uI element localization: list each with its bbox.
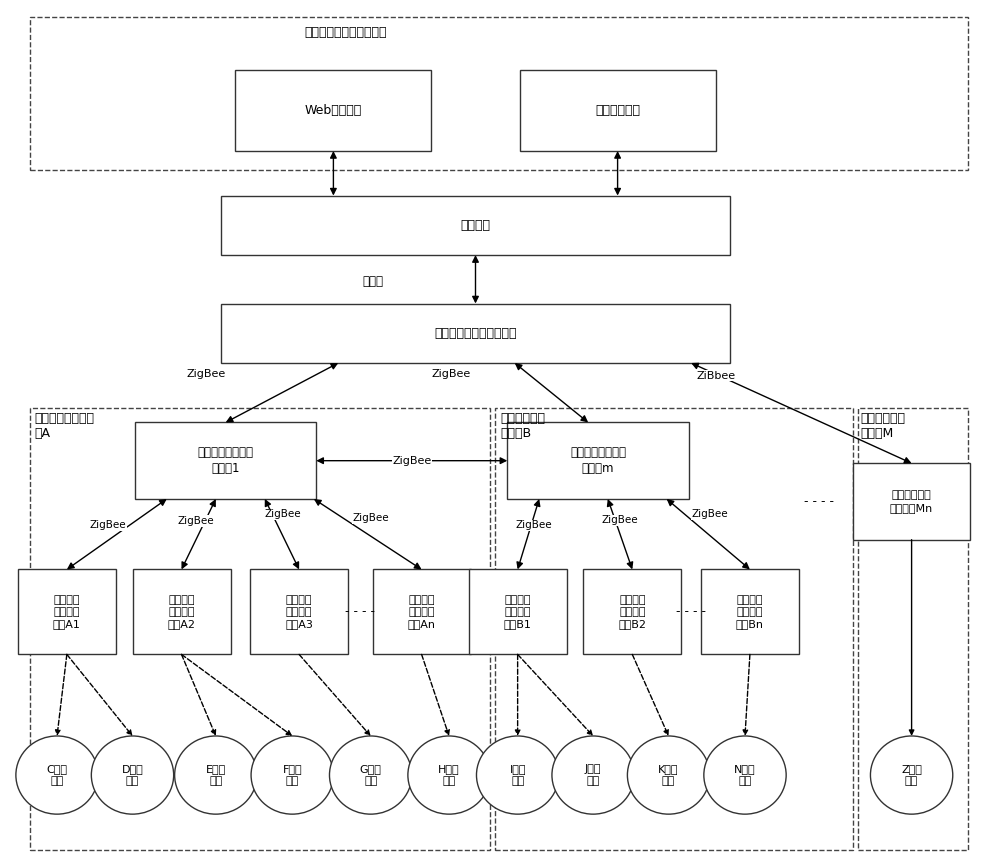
Text: 无线传感网络
设备组B: 无线传感网络 设备组B (500, 412, 545, 440)
Bar (853, 463, 970, 539)
Text: N类传
感器: N类传 感器 (734, 765, 756, 786)
Bar (583, 570, 681, 655)
Bar (135, 422, 316, 499)
Ellipse shape (329, 736, 412, 814)
Ellipse shape (16, 736, 98, 814)
Bar (221, 196, 730, 255)
Ellipse shape (408, 736, 490, 814)
Text: F类传
感器: F类传 感器 (282, 765, 302, 786)
Text: ZigBee: ZigBee (352, 513, 389, 524)
Ellipse shape (552, 736, 634, 814)
Text: 终端模式
智能转换
设备A3: 终端模式 智能转换 设备A3 (285, 595, 313, 629)
Bar (30, 17, 968, 170)
Bar (507, 422, 689, 499)
Text: ZigBee: ZigBee (431, 369, 471, 379)
Text: ZigBee: ZigBee (392, 456, 431, 466)
Text: 手机管理终端: 手机管理终端 (595, 104, 640, 117)
Bar (469, 570, 567, 655)
Ellipse shape (627, 736, 710, 814)
Text: ZigBee: ZigBee (691, 509, 728, 519)
Text: G类传
感器: G类传 感器 (360, 765, 382, 786)
Bar (520, 70, 716, 151)
Text: 终端模式
智能转换
设备A1: 终端模式 智能转换 设备A1 (53, 595, 81, 629)
Text: - - - -: - - - - (676, 605, 706, 618)
Bar (858, 408, 968, 850)
Ellipse shape (91, 736, 174, 814)
Text: - - - -: - - - - (345, 605, 375, 618)
Text: K类传
感器: K类传 感器 (658, 765, 679, 786)
Bar (132, 570, 230, 655)
Text: J类传
感器: J类传 感器 (585, 765, 601, 786)
Bar (18, 570, 116, 655)
Text: I类传
感器: I类传 感器 (509, 765, 526, 786)
Ellipse shape (704, 736, 786, 814)
Text: ZigBee: ZigBee (90, 520, 126, 531)
Text: Web管理终端: Web管理终端 (305, 104, 362, 117)
Text: ZigBee: ZigBee (601, 515, 638, 525)
Text: 终端模式
智能转换
设备An: 终端模式 智能转换 设备An (408, 595, 436, 629)
Text: 以太网: 以太网 (362, 275, 383, 288)
Text: D类传
感器: D类传 感器 (122, 765, 143, 786)
Bar (30, 408, 490, 850)
Text: 协调器模式智能转换设备: 协调器模式智能转换设备 (434, 327, 517, 340)
Text: C类传
感器: C类传 感器 (47, 765, 68, 786)
Ellipse shape (476, 736, 559, 814)
Text: ZiBbee: ZiBbee (696, 371, 735, 381)
Ellipse shape (175, 736, 257, 814)
Text: 路由器模式智能转
换设备m: 路由器模式智能转 换设备m (570, 447, 626, 475)
Text: 终端模式
智能转换
设备B1: 终端模式 智能转换 设备B1 (504, 595, 532, 629)
Text: 路由器模式智能转
换设备1: 路由器模式智能转 换设备1 (198, 447, 254, 475)
Text: 网络管理与数据应用终端: 网络管理与数据应用终端 (304, 26, 386, 39)
Text: Z类传
感器: Z类传 感器 (901, 765, 922, 786)
Bar (701, 570, 799, 655)
Text: 终端模式
智能转换
设备Bn: 终端模式 智能转换 设备Bn (736, 595, 764, 629)
Text: 终端模式
智能转换
设备B2: 终端模式 智能转换 设备B2 (618, 595, 646, 629)
Bar (250, 570, 348, 655)
Text: ZigBee: ZigBee (186, 369, 226, 379)
Text: E类传
感器: E类传 感器 (206, 765, 226, 786)
Bar (373, 570, 471, 655)
Text: ZigBee: ZigBee (264, 509, 301, 519)
Text: ZigBee: ZigBee (516, 520, 553, 531)
Ellipse shape (870, 736, 953, 814)
Ellipse shape (251, 736, 333, 814)
Text: 终端模式
智能转换
设备A2: 终端模式 智能转换 设备A2 (168, 595, 196, 629)
Bar (235, 70, 431, 151)
Text: 无线传感网络
设备组M: 无线传感网络 设备组M (861, 412, 906, 440)
Text: ZigBee: ZigBee (178, 516, 215, 526)
Text: 云服务器: 云服务器 (460, 218, 490, 231)
Text: - - - -: - - - - (804, 495, 834, 508)
Text: 终端模式智能
转换设备Mn: 终端模式智能 转换设备Mn (890, 490, 933, 512)
Bar (221, 303, 730, 363)
Text: 无线传感网络设备
组A: 无线传感网络设备 组A (34, 412, 94, 440)
Bar (495, 408, 853, 850)
Text: H类传
感器: H类传 感器 (438, 765, 460, 786)
